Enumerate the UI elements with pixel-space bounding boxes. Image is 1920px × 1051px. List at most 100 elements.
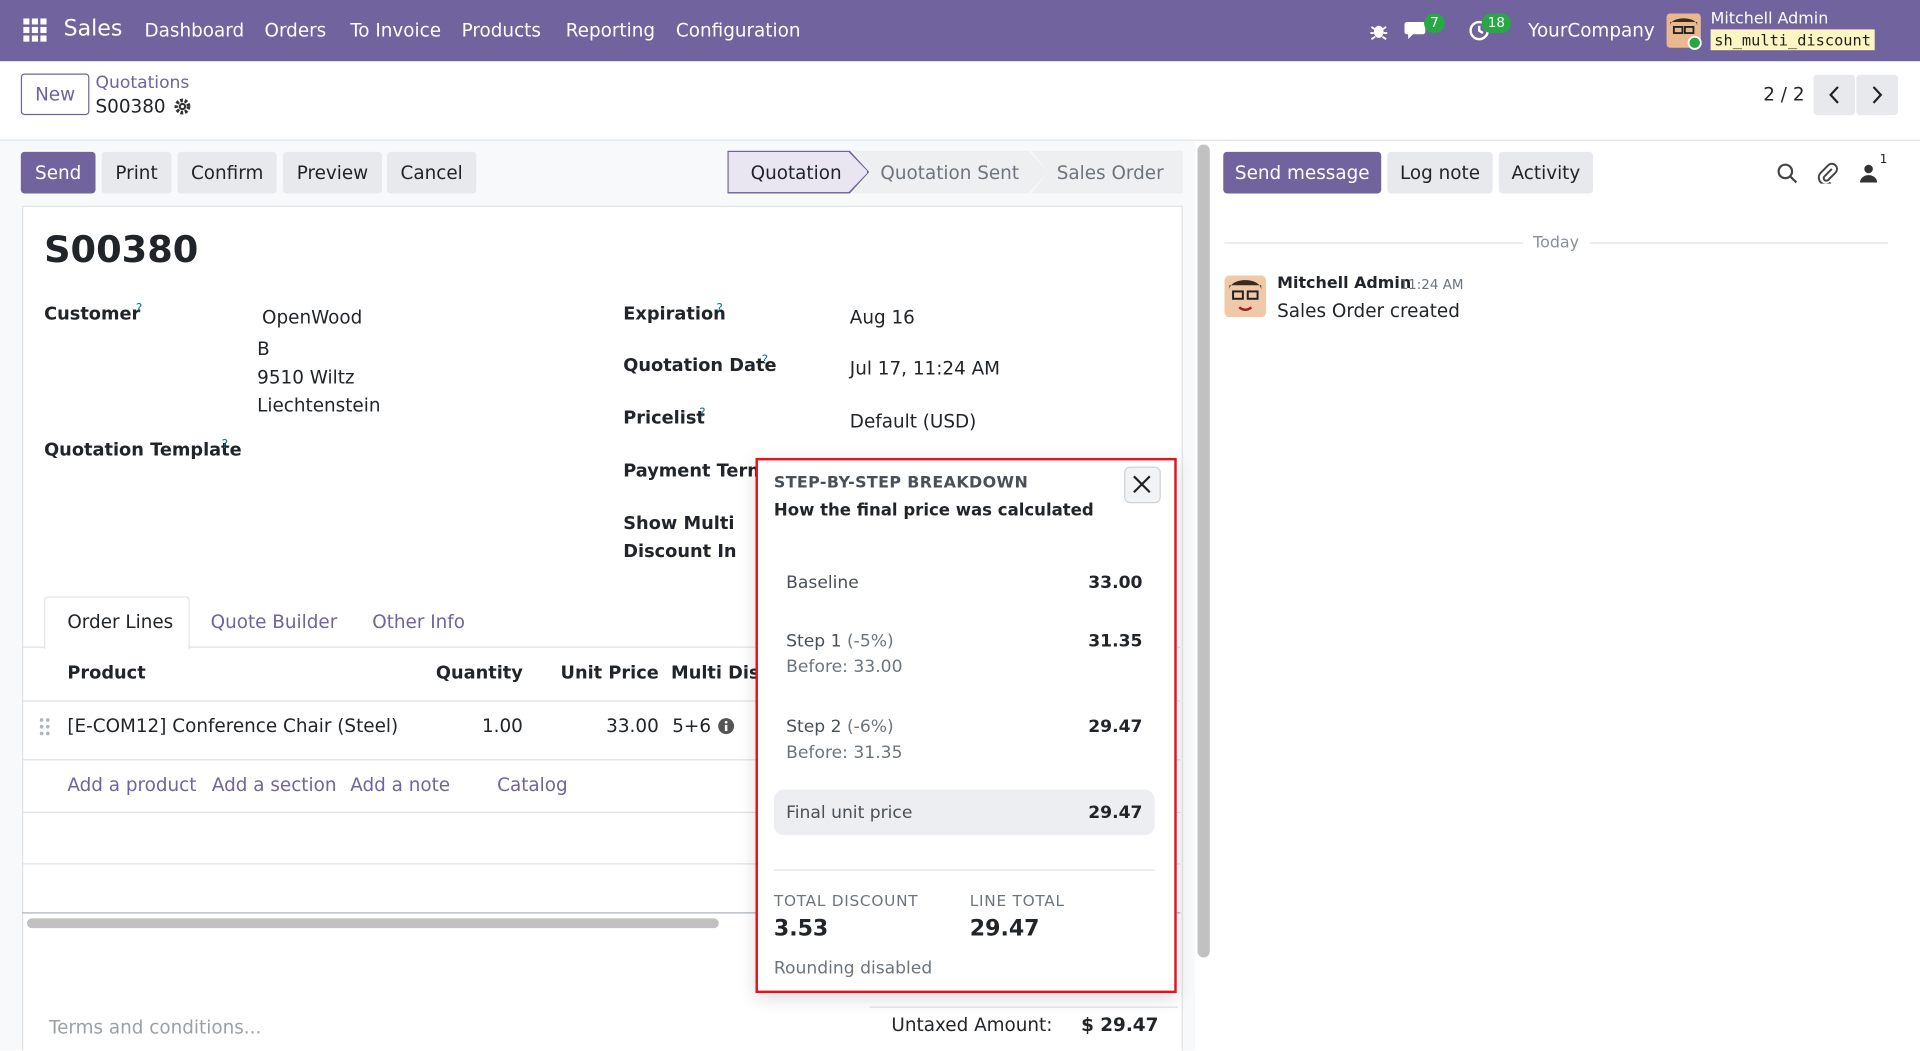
add-link[interactable]: Add a product (67, 773, 197, 796)
row-line (22, 700, 1181, 702)
field-label: Quotation Date (623, 356, 777, 376)
user-name[interactable]: Mitchell Admin (1710, 9, 1829, 29)
followers-count: 1 (1879, 153, 1888, 167)
horizontal-scrollbar[interactable] (26, 918, 719, 929)
menu-item[interactable]: Products (461, 19, 541, 42)
breakdown-value: 33.00 (1088, 573, 1143, 593)
field-value[interactable]: Aug 16 (849, 306, 915, 329)
help-marker[interactable]: ? (221, 438, 229, 452)
cell[interactable]: 33.00 (606, 715, 659, 738)
field-label: Customer (44, 304, 141, 325)
final-row (773, 789, 1155, 836)
app-name[interactable]: Sales (63, 15, 123, 42)
cell[interactable]: [E-COM12] Conference Chair (Steel) (67, 715, 399, 738)
action-button[interactable]: Send (20, 151, 96, 194)
step-name: Step 2 (786, 717, 842, 738)
action-button[interactable]: Preview (282, 151, 383, 194)
field-label: Pricelist (623, 408, 705, 429)
status-label: Sales Order (1056, 161, 1164, 184)
help-marker[interactable]: ? (135, 302, 143, 316)
action-button[interactable]: Cancel (386, 151, 477, 194)
tab-line (22, 646, 45, 648)
chatter-button[interactable]: Send message (1223, 151, 1382, 194)
action-button[interactable]: Print (101, 151, 172, 194)
breakdown-label: Baseline (786, 573, 859, 593)
attachment-icon[interactable] (1817, 162, 1838, 184)
menu-item[interactable]: Configuration (675, 19, 801, 42)
address-line: Liechtenstein (257, 394, 381, 417)
step-rate: (-5%) (846, 631, 894, 652)
user-avatar[interactable] (1666, 13, 1704, 50)
cell[interactable]: 1.00 (481, 715, 523, 738)
column-header[interactable]: Quantity (435, 663, 523, 684)
database-name: sh_multi_discount (1710, 29, 1875, 51)
row-line (22, 759, 1181, 761)
pager-arrows (1829, 86, 1883, 104)
status-step-fill (728, 151, 867, 193)
info-icon[interactable] (718, 718, 735, 735)
debug-icon[interactable] (1370, 21, 1388, 41)
help-marker[interactable]: ? (761, 353, 769, 368)
activity-badge: 18 (1481, 13, 1512, 34)
address-line[interactable]: OpenWood (262, 306, 363, 329)
breadcrumb-parent[interactable]: Quotations (95, 73, 190, 94)
step-before: Before: 33.00 (786, 657, 903, 678)
step-label: Step 1 (-5%) (786, 629, 894, 653)
terms-placeholder[interactable]: Terms and conditions... (48, 1016, 262, 1039)
column-header[interactable]: Unit Price (560, 663, 659, 684)
summary-value: 29.47 (969, 915, 1040, 942)
record-name: S00380 (44, 228, 199, 272)
message-author[interactable]: Mitchell Admin (1277, 274, 1412, 293)
column-header[interactable]: Product (67, 663, 146, 684)
help-marker[interactable]: ? (716, 302, 723, 316)
messages-icon[interactable] (1404, 20, 1431, 42)
add-link[interactable]: Add a note (350, 773, 451, 796)
field-label: Expiration (623, 304, 726, 325)
step-before: Before: 31.35 (786, 743, 903, 763)
pager-prev[interactable] (1813, 74, 1856, 116)
add-link[interactable]: Catalog (497, 773, 568, 796)
pager-value[interactable]: 2 / 2 (1763, 83, 1805, 106)
apps-icon[interactable] (23, 18, 47, 42)
tab[interactable]: Quote Builder (210, 611, 338, 634)
step-label: Step 2 (-6%) (786, 715, 894, 739)
action-button[interactable]: Confirm (177, 151, 277, 194)
address-line: B (257, 337, 270, 361)
message-body: Sales Order created (1277, 300, 1460, 323)
row-line (22, 912, 1181, 914)
pager-next[interactable] (1856, 74, 1898, 116)
author-avatar[interactable] (1224, 275, 1267, 318)
chatter-button[interactable]: Log note (1387, 151, 1493, 194)
menu-item[interactable]: Orders (264, 19, 327, 42)
add-link[interactable]: Add a section (211, 773, 337, 796)
field-value[interactable]: Default (USD) (849, 410, 977, 433)
breakdown-popover (755, 457, 1177, 994)
tab-active[interactable] (44, 596, 190, 649)
help-marker[interactable]: ? (699, 406, 706, 421)
popover-divider (773, 869, 1155, 871)
tab[interactable]: Other Info (372, 611, 466, 634)
company-switcher[interactable]: YourCompany (1528, 19, 1655, 42)
final-label: Final unit price (786, 803, 913, 823)
menu-item[interactable]: Dashboard (144, 19, 245, 42)
search-icon[interactable] (1777, 163, 1798, 184)
status-step[interactable] (852, 150, 1049, 194)
tab[interactable]: Order Lines (67, 611, 174, 634)
new-button[interactable]: New (20, 73, 90, 116)
messages-badge: 7 (1424, 13, 1445, 34)
followers-icon[interactable] (1860, 164, 1878, 183)
cell[interactable]: 5+6 (672, 715, 712, 738)
chatter-button[interactable]: Activity (1498, 151, 1594, 194)
menu-item[interactable]: Reporting (565, 19, 656, 42)
summary-label: LINE TOTAL (969, 891, 1065, 910)
vertical-scrollbar[interactable] (1197, 144, 1210, 958)
gear-icon[interactable] (174, 98, 191, 115)
status-step[interactable] (1031, 150, 1183, 194)
field-value[interactable]: Jul 17, 11:24 AM (849, 357, 1001, 380)
field-label: Show Multi Discount In PDF Report (623, 514, 737, 563)
menu-item[interactable]: To Invoice (350, 19, 442, 42)
drag-handle[interactable] (39, 718, 50, 736)
